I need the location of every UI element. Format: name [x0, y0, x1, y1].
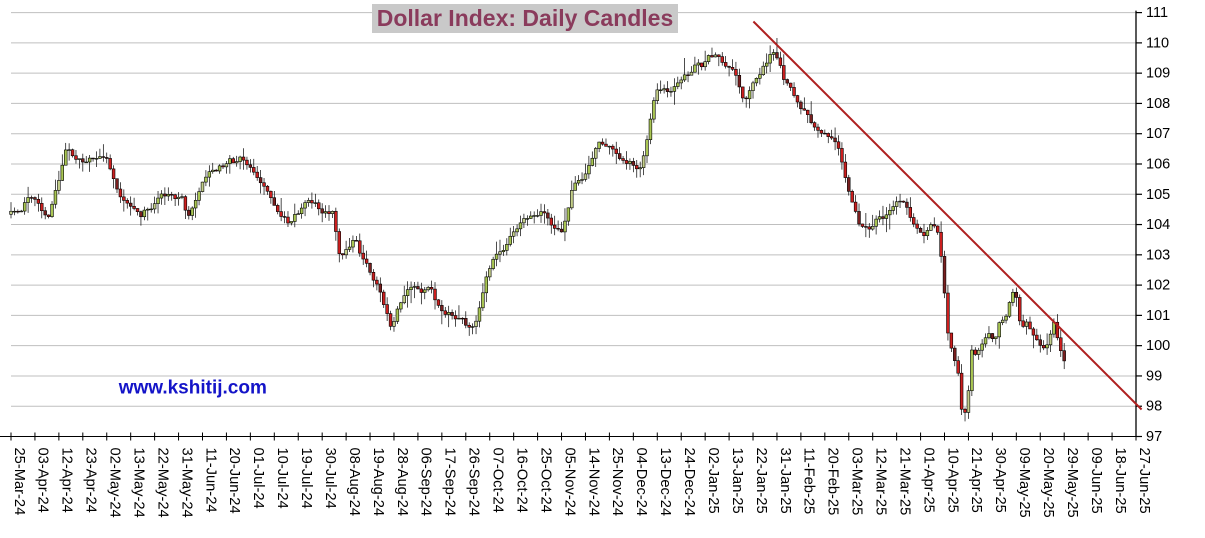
svg-text:102: 102 — [1146, 278, 1170, 294]
svg-text:22-May-24: 22-May-24 — [154, 448, 170, 518]
svg-text:25-Oct-24: 25-Oct-24 — [537, 448, 553, 513]
svg-text:31-May-24: 31-May-24 — [178, 448, 194, 518]
svg-text:26-Sep-24: 26-Sep-24 — [466, 448, 482, 517]
svg-text:20-Feb-25: 20-Feb-25 — [825, 448, 841, 516]
svg-text:99: 99 — [1146, 368, 1162, 384]
svg-text:21-Mar-25: 21-Mar-25 — [896, 448, 912, 516]
svg-text:11-Feb-25: 11-Feb-25 — [801, 448, 817, 515]
svg-text:21-Apr-25: 21-Apr-25 — [968, 448, 984, 513]
svg-text:02-May-24: 02-May-24 — [107, 448, 123, 518]
svg-text:30-Apr-25: 30-Apr-25 — [992, 448, 1008, 513]
svg-text:27-Jun-25: 27-Jun-25 — [1136, 448, 1152, 514]
svg-text:98: 98 — [1146, 399, 1162, 415]
svg-text:11-Jun-24: 11-Jun-24 — [202, 448, 218, 513]
svg-text:08-Aug-24: 08-Aug-24 — [346, 448, 362, 517]
svg-text:www.kshitij.com: www.kshitij.com — [118, 378, 267, 399]
svg-text:108: 108 — [1146, 96, 1170, 112]
svg-text:29-May-25: 29-May-25 — [1064, 448, 1080, 518]
svg-text:20-May-25: 20-May-25 — [1040, 448, 1056, 518]
svg-text:13-Jan-25: 13-Jan-25 — [729, 448, 745, 514]
svg-text:19-Aug-24: 19-Aug-24 — [370, 448, 386, 517]
svg-text:28-Aug-24: 28-Aug-24 — [394, 448, 410, 517]
svg-text:09-May-25: 09-May-25 — [1016, 448, 1032, 518]
svg-text:111: 111 — [1146, 5, 1168, 21]
svg-text:13-Dec-24: 13-Dec-24 — [657, 448, 673, 517]
svg-text:10-Jul-24: 10-Jul-24 — [274, 448, 290, 509]
svg-text:12-Mar-25: 12-Mar-25 — [873, 448, 889, 516]
svg-text:Dollar Index: Daily Candles: Dollar Index: Daily Candles — [377, 5, 674, 31]
svg-text:22-Jan-25: 22-Jan-25 — [753, 448, 769, 514]
svg-text:31-Jan-25: 31-Jan-25 — [777, 448, 793, 514]
svg-text:09-Jun-25: 09-Jun-25 — [1088, 448, 1104, 514]
svg-text:100: 100 — [1146, 338, 1170, 354]
svg-text:04-Dec-24: 04-Dec-24 — [633, 448, 649, 517]
svg-text:23-Apr-24: 23-Apr-24 — [83, 448, 99, 513]
svg-text:16-Oct-24: 16-Oct-24 — [513, 448, 529, 513]
svg-text:03-Mar-25: 03-Mar-25 — [849, 448, 865, 516]
svg-text:30-Jul-24: 30-Jul-24 — [322, 448, 338, 509]
svg-text:07-Oct-24: 07-Oct-24 — [490, 448, 506, 513]
svg-text:109: 109 — [1146, 66, 1170, 82]
svg-text:17-Sep-24: 17-Sep-24 — [442, 448, 458, 517]
svg-text:13-May-24: 13-May-24 — [130, 448, 146, 518]
svg-text:20-Jun-24: 20-Jun-24 — [226, 448, 242, 514]
svg-text:103: 103 — [1146, 247, 1170, 263]
svg-text:12-Apr-24: 12-Apr-24 — [59, 448, 75, 513]
svg-text:105: 105 — [1146, 187, 1170, 203]
svg-text:03-Apr-24: 03-Apr-24 — [35, 448, 51, 513]
svg-text:24-Dec-24: 24-Dec-24 — [681, 448, 697, 517]
svg-text:25-Mar-24: 25-Mar-24 — [11, 448, 27, 516]
svg-text:19-Jul-24: 19-Jul-24 — [298, 448, 314, 509]
svg-text:05-Nov-24: 05-Nov-24 — [561, 448, 577, 517]
svg-text:110: 110 — [1146, 35, 1169, 51]
svg-text:02-Jan-25: 02-Jan-25 — [705, 448, 721, 514]
svg-text:25-Nov-24: 25-Nov-24 — [609, 448, 625, 517]
svg-text:06-Sep-24: 06-Sep-24 — [418, 448, 434, 517]
svg-text:10-Apr-25: 10-Apr-25 — [944, 448, 960, 513]
svg-text:106: 106 — [1146, 156, 1170, 172]
svg-text:18-Jun-25: 18-Jun-25 — [1112, 448, 1128, 514]
svg-text:97: 97 — [1146, 429, 1162, 445]
svg-text:14-Nov-24: 14-Nov-24 — [585, 448, 601, 517]
svg-text:104: 104 — [1146, 217, 1170, 233]
svg-text:107: 107 — [1146, 126, 1170, 142]
svg-text:101: 101 — [1146, 308, 1170, 324]
svg-text:01-Apr-25: 01-Apr-25 — [920, 448, 936, 513]
svg-text:01-Jul-24: 01-Jul-24 — [250, 448, 266, 509]
